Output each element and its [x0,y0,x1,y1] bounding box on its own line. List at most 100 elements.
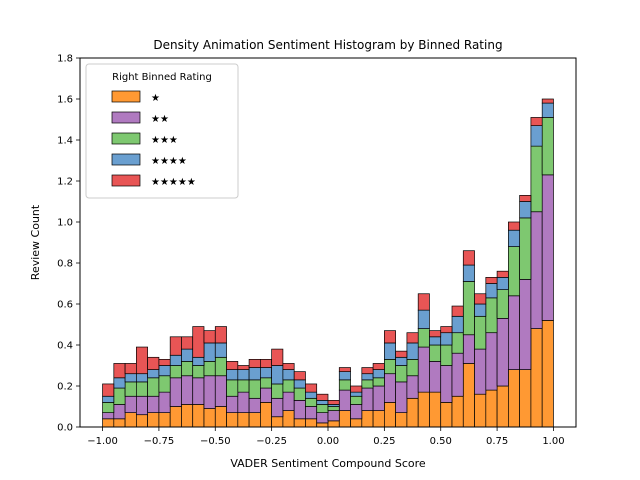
bar-series-3-bin-26 [384,359,396,375]
bar-series-2-bin-8 [181,375,194,405]
bar-series-4-bin-27 [395,356,408,366]
y-tick-label: 1.8 [57,54,73,65]
bar-series-3-bin-7 [169,365,182,379]
y-axis-label: Review Count [29,204,42,280]
bar-series-3-bin-34 [474,315,487,350]
bar-series-1-bin-10 [203,408,216,428]
bar-series-4-bin-25 [372,369,385,379]
bar-series-5-bin-17 [282,363,295,370]
bar-series-1-bin-8 [181,404,194,428]
bar-series-1-bin-35 [485,389,498,428]
bar-series-3-bin-17 [282,379,295,393]
bar-series-5-bin-6 [158,359,171,366]
bar-series-1-bin-12 [226,412,239,428]
bar-series-2-bin-9 [192,377,205,405]
bar-series-3-bin-28 [406,359,419,377]
bar-series-1-bin-2 [113,418,126,428]
bar-series-1-bin-30 [429,391,442,428]
bar-series-5-bin-13 [237,365,250,370]
bar-series-4-bin-15 [260,367,272,379]
bar-series-2-bin-39 [530,211,543,329]
bar-series-5-bin-12 [226,361,239,370]
bar-series-3-bin-22 [338,379,351,391]
bar-series-2-bin-10 [203,375,216,409]
bar-series-3-bin-35 [485,297,498,334]
bar-series-1-bin-33 [462,363,475,428]
bar-series-1-bin-37 [508,369,520,428]
bar-series-1-bin-15 [260,402,272,428]
bar-series-4-bin-16 [271,365,284,385]
bar-series-2-bin-16 [271,397,284,418]
bar-series-5-bin-11 [214,326,227,344]
bar-series-5-bin-32 [451,305,464,317]
bar-series-2-bin-24 [361,387,374,411]
bar-series-3-bin-19 [305,397,318,407]
bar-series-3-bin-4 [136,381,148,397]
bar-series-3-bin-1 [102,402,115,413]
bar-series-5-bin-38 [519,195,532,202]
bar-series-2-bin-30 [429,361,442,393]
bar-series-3-bin-14 [248,379,261,399]
bar-series-2-bin-7 [169,377,182,407]
bar-series-3-bin-12 [226,379,239,397]
bar-series-2-bin-21 [327,410,340,422]
bar-series-5-bin-21 [327,400,340,405]
bar-series-4-bin-40 [541,102,554,118]
legend-swatch [111,111,141,124]
bar-series-2-bin-33 [462,334,475,364]
bar-series-5-bin-19 [305,383,318,393]
bar-series-3-bin-3 [124,381,137,397]
legend-swatch [111,174,141,187]
bar-series-1-bin-27 [395,412,408,428]
bar-series-1-bin-19 [305,418,318,428]
bar-series-4-bin-18 [293,379,306,389]
bar-series-3-bin-39 [530,145,543,213]
bar-series-5-bin-3 [124,363,137,375]
bar-series-3-bin-21 [327,406,340,411]
legend-label: ★ [151,93,160,104]
bar-series-2-bin-25 [372,385,385,411]
bar-series-5-bin-35 [485,277,498,284]
bar-series-1-bin-40 [541,320,554,428]
chart-title: Density Animation Sentiment Histogram by… [153,38,502,52]
bar-series-4-bin-4 [136,373,148,383]
y-tick-label: 0.2 [57,382,73,393]
y-tick-label: 1.2 [57,177,73,188]
bar-series-1-bin-20 [316,422,329,428]
bar-series-1-bin-21 [327,420,340,428]
bar-series-4-bin-33 [462,264,475,282]
bar-series-1-bin-36 [496,385,509,428]
bar-series-1-bin-4 [136,414,148,428]
y-tick-label: 0.0 [57,423,73,434]
bar-series-4-bin-20 [316,400,329,405]
x-tick-label: 0.00 [317,436,339,447]
bar-series-4-bin-10 [203,342,216,362]
bar-series-2-bin-36 [496,318,509,387]
bar-series-4-bin-2 [113,377,126,389]
x-tick-label: 0.75 [486,436,508,447]
bar-series-3-bin-25 [372,377,385,387]
bar-series-5-bin-24 [361,367,374,375]
y-tick-label: 0.6 [57,300,73,311]
bar-series-1-bin-5 [147,412,160,428]
bar-series-2-bin-38 [519,279,532,370]
bar-series-4-bin-39 [530,125,543,147]
bar-series-2-bin-37 [508,295,520,370]
bar-series-2-bin-2 [113,404,126,420]
y-tick-label: 0.8 [57,259,73,270]
bar-series-5-bin-18 [293,371,306,381]
y-tick-label: 0.4 [57,341,73,352]
bar-series-1-bin-1 [102,418,115,428]
bar-series-2-bin-11 [214,375,227,407]
bar-series-3-bin-30 [429,344,442,362]
bar-series-2-bin-35 [485,332,498,391]
bar-series-5-bin-37 [508,221,520,231]
bar-series-3-bin-20 [316,404,329,414]
bar-series-4-bin-8 [181,348,194,362]
x-tick-label: −0.75 [144,436,175,447]
bar-series-2-bin-28 [406,375,419,399]
bar-series-4-bin-14 [248,367,261,381]
bar-series-1-bin-26 [384,402,396,428]
bar-series-5-bin-33 [462,250,475,266]
